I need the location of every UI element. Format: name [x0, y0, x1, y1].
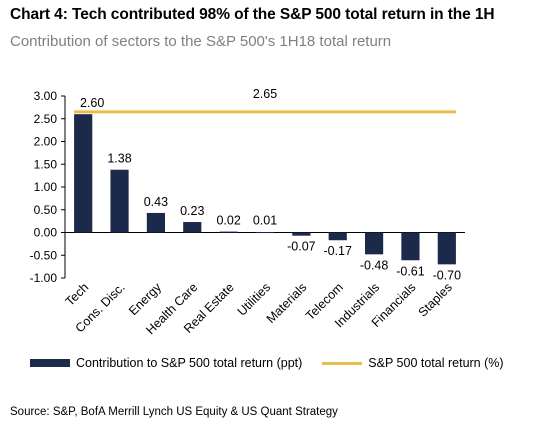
source-note: Source: S&P, BofA Merrill Lynch US Equit… — [10, 406, 338, 418]
bar — [437, 232, 456, 265]
bar — [183, 222, 202, 233]
bar — [74, 114, 93, 233]
data-label: -0.70 — [433, 268, 462, 282]
chart-title: Chart 4: Tech contributed 98% of the S&P… — [10, 6, 495, 23]
data-label: 0.23 — [180, 204, 204, 218]
bar — [328, 232, 347, 241]
y-tick-label: 0.00 — [34, 226, 58, 240]
bar-chart: 3.00 2.50 2.00 1.50 1.00 0.50 0.00 -0.50 -1.00 2.… — [30, 87, 465, 337]
data-label: 0.02 — [216, 214, 240, 228]
legend-label-contribution: Contribution to S&P 500 total return (pp… — [76, 356, 303, 370]
y-tick-label: 1.00 — [34, 180, 58, 194]
category-label: Materials — [264, 280, 310, 326]
legend-item-total-return: S&P 500 total return (%) — [322, 356, 504, 370]
data-label: -0.48 — [360, 258, 389, 272]
data-label: -0.07 — [287, 240, 316, 254]
data-label: 0.01 — [253, 214, 277, 228]
legend-item-contribution: Contribution to S&P 500 total return (pp… — [30, 356, 302, 370]
y-tick-label: 1.50 — [34, 157, 58, 171]
bar — [110, 169, 129, 233]
category-label: Staples — [416, 280, 455, 319]
legend-swatch-bar — [30, 359, 70, 367]
bar — [219, 231, 238, 233]
data-label: 0.43 — [144, 195, 168, 209]
data-label: -0.61 — [396, 264, 425, 278]
bar — [365, 232, 384, 255]
y-tick-label: 2.50 — [34, 112, 58, 126]
bar — [255, 232, 275, 234]
y-tick-label: -1.00 — [30, 271, 58, 285]
data-label: -0.17 — [323, 244, 352, 258]
legend-label-total-return: S&P 500 total return (%) — [368, 356, 504, 370]
bar — [401, 232, 420, 261]
legend-swatch-line — [322, 361, 363, 365]
data-label: 1.38 — [107, 152, 131, 166]
total-return-label: 2.65 — [253, 87, 277, 101]
y-tick-label: 2.00 — [34, 135, 58, 149]
y-tick-label: -0.50 — [30, 248, 58, 262]
chart-subtitle: Contribution of sectors to the S&P 500's… — [10, 33, 392, 50]
data-label: 2.60 — [80, 96, 104, 110]
chart-legend: Contribution to S&P 500 total return (pp… — [30, 356, 524, 370]
y-tick-label: 3.00 — [34, 89, 58, 103]
bar — [146, 212, 165, 233]
category-label: Tech — [63, 280, 92, 309]
y-tick-label: 0.50 — [34, 203, 58, 217]
bar — [292, 232, 311, 236]
